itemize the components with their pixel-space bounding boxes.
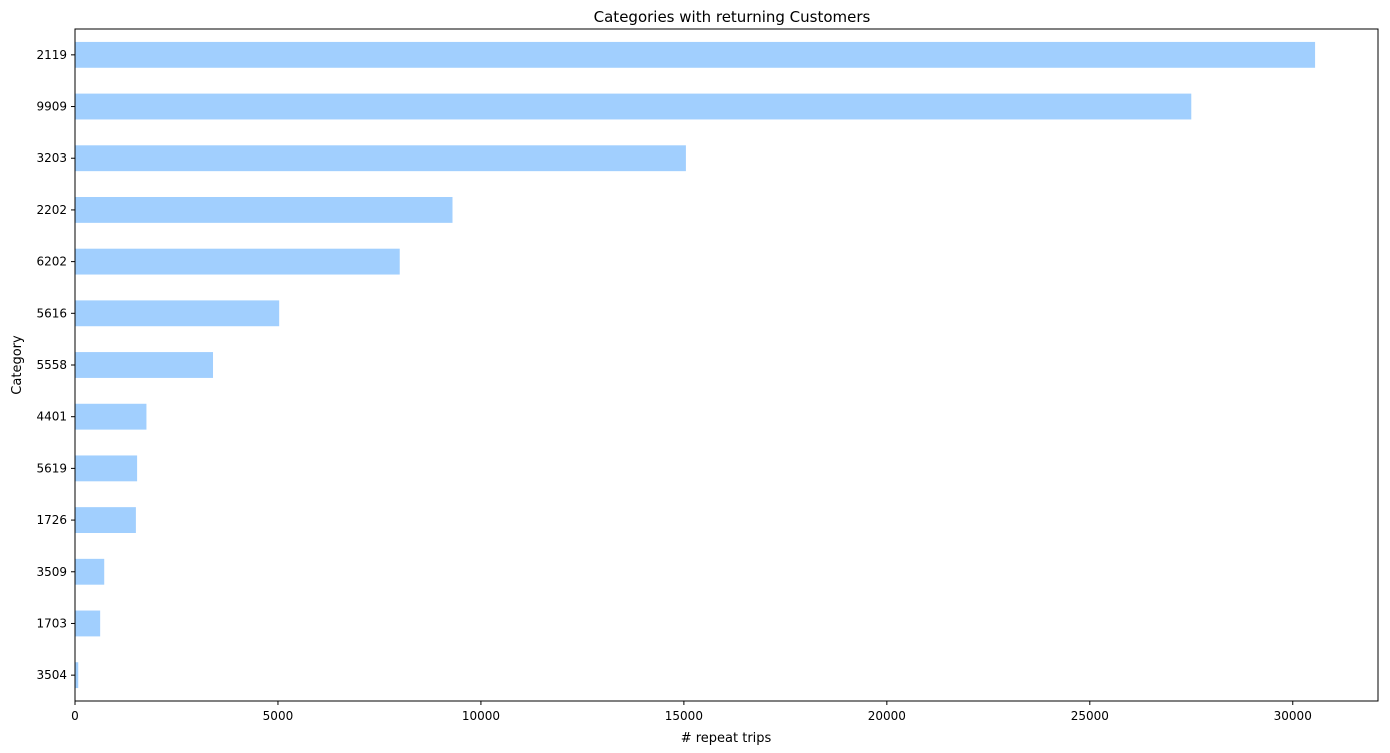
bar-4401: [75, 403, 147, 430]
bar-2119: [75, 41, 1316, 68]
bar-1703: [75, 610, 101, 637]
x-tick-label: 30000: [1274, 709, 1312, 723]
y-tick-label: 4401: [36, 410, 67, 424]
bar-1726: [75, 507, 136, 533]
y-axis-ticks: 2119 9909 3203 2202 6202 5616 5558 4401 5619 1726…: [36, 48, 75, 682]
bar-2202: [75, 197, 453, 223]
bar-6202: [75, 248, 400, 275]
x-tick-label: 25000: [1071, 709, 1109, 723]
x-tick-label: 20000: [868, 709, 906, 723]
bar-5619: [75, 455, 138, 482]
x-tick-label: 15000: [665, 709, 703, 723]
bar-3504: [75, 662, 79, 689]
bar-9909: [75, 93, 1192, 120]
y-tick-label: 1703: [36, 616, 67, 630]
bar-3509: [75, 558, 105, 585]
x-tick-label: 5000: [263, 709, 294, 723]
y-tick-label: 5558: [36, 358, 67, 372]
bar-5616: [75, 300, 280, 327]
x-tick-label: 0: [71, 709, 79, 723]
plot-frame: [74, 28, 1379, 702]
y-tick-label: 6202: [36, 255, 67, 269]
y-tick-label: 3203: [36, 151, 67, 165]
y-tick-label: 2119: [36, 48, 67, 62]
y-tick-label: 3504: [36, 668, 67, 682]
x-axis-ticks: 0 5000 10000 15000 20000 25000 30000: [71, 701, 1312, 723]
bar-5558: [75, 352, 214, 378]
y-tick-label: 5616: [36, 306, 67, 320]
bar-3203: [75, 145, 686, 172]
y-tick-label: 9909: [36, 100, 67, 114]
y-tick-label: 2202: [36, 203, 67, 217]
y-tick-label: 5619: [36, 461, 67, 475]
x-tick-label: 10000: [462, 709, 500, 723]
y-axis-label: Category: [10, 335, 25, 395]
chart-title: Categories with returning Customers: [594, 8, 871, 26]
x-axis-label: # repeat trips: [681, 731, 772, 746]
bars-layer: [75, 41, 1316, 689]
y-tick-label: 1726: [36, 513, 67, 527]
y-tick-label: 3509: [36, 565, 67, 579]
